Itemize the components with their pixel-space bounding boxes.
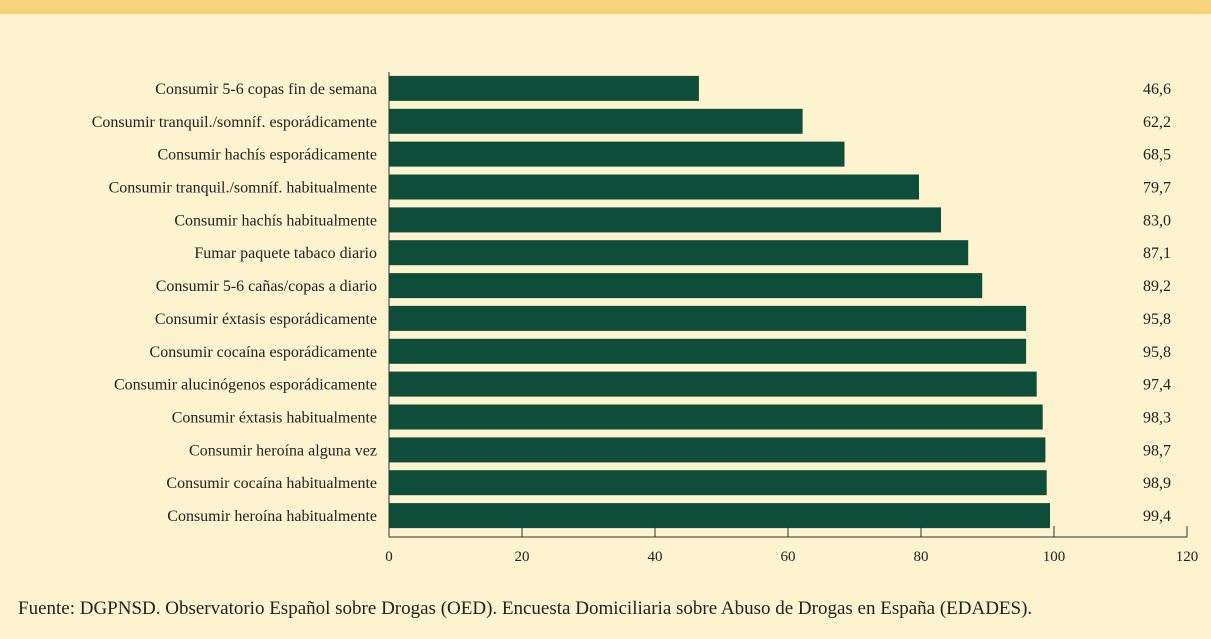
x-tick-label: 80	[914, 549, 929, 565]
value-label: 83,0	[1143, 212, 1171, 229]
category-label: Consumir heroína alguna vez	[189, 442, 377, 459]
bar	[389, 503, 1050, 529]
bar	[389, 470, 1047, 496]
category-label: Consumir cocaína habitualmente	[166, 475, 377, 492]
value-label: 99,4	[1143, 508, 1171, 525]
x-tick-label: 60	[781, 549, 796, 565]
category-label: Consumir alucinógenos esporádicamente	[114, 377, 377, 394]
category-label: Consumir hachís habitualmente	[174, 212, 377, 229]
bar	[389, 404, 1043, 430]
bar-chart: Consumir 5-6 copas fin de semana 46,6 Cons…	[92, 72, 1199, 565]
value-label: 95,8	[1143, 344, 1171, 361]
category-label: Consumir hachís esporádicamente	[158, 147, 378, 164]
category-label: Consumir tranquil./somníf. esporádicamen…	[92, 114, 377, 131]
bar	[389, 273, 983, 299]
category-label: Consumir éxtasis habitualmente	[172, 410, 377, 427]
bar	[389, 75, 699, 101]
category-label: Consumir tranquil./somníf. habitualmente	[109, 180, 377, 197]
bar	[389, 305, 1027, 331]
category-label: Consumir éxtasis esporádicamente	[155, 311, 377, 328]
value-label: 98,7	[1143, 442, 1171, 459]
bar	[389, 240, 969, 266]
bar	[389, 371, 1037, 397]
x-tick-label: 0	[385, 549, 393, 565]
value-label: 97,4	[1143, 377, 1171, 394]
category-label: Consumir heroína habitualmente	[167, 508, 377, 525]
bar	[389, 437, 1046, 463]
value-label: 87,1	[1143, 245, 1171, 262]
category-label: Consumir 5-6 copas fin de semana	[155, 81, 377, 98]
value-label: 79,7	[1143, 180, 1171, 197]
value-label: 95,8	[1143, 311, 1171, 328]
bar	[389, 141, 845, 167]
x-tick-label: 20	[515, 549, 530, 565]
bar	[389, 338, 1027, 364]
category-label: Consumir cocaína esporádicamente	[150, 344, 377, 361]
bar	[389, 174, 919, 200]
value-label: 98,3	[1143, 410, 1171, 427]
value-label: 68,5	[1143, 147, 1171, 164]
category-label: Consumir 5-6 cañas/copas a diario	[156, 278, 377, 295]
source-note: Fuente: DGPNSD. Observatorio Español sob…	[18, 598, 1033, 619]
value-label: 46,6	[1143, 81, 1171, 98]
x-tick-label: 100	[1043, 549, 1066, 565]
category-label: Fumar paquete tabaco diario	[194, 245, 377, 262]
top-band	[0, 0, 1211, 14]
bar	[389, 108, 803, 134]
value-label: 98,9	[1143, 475, 1171, 492]
x-tick-label: 120	[1176, 549, 1199, 565]
value-label: 62,2	[1143, 114, 1171, 131]
x-tick-label: 40	[648, 549, 663, 565]
value-label: 89,2	[1143, 278, 1171, 295]
bar	[389, 207, 941, 233]
